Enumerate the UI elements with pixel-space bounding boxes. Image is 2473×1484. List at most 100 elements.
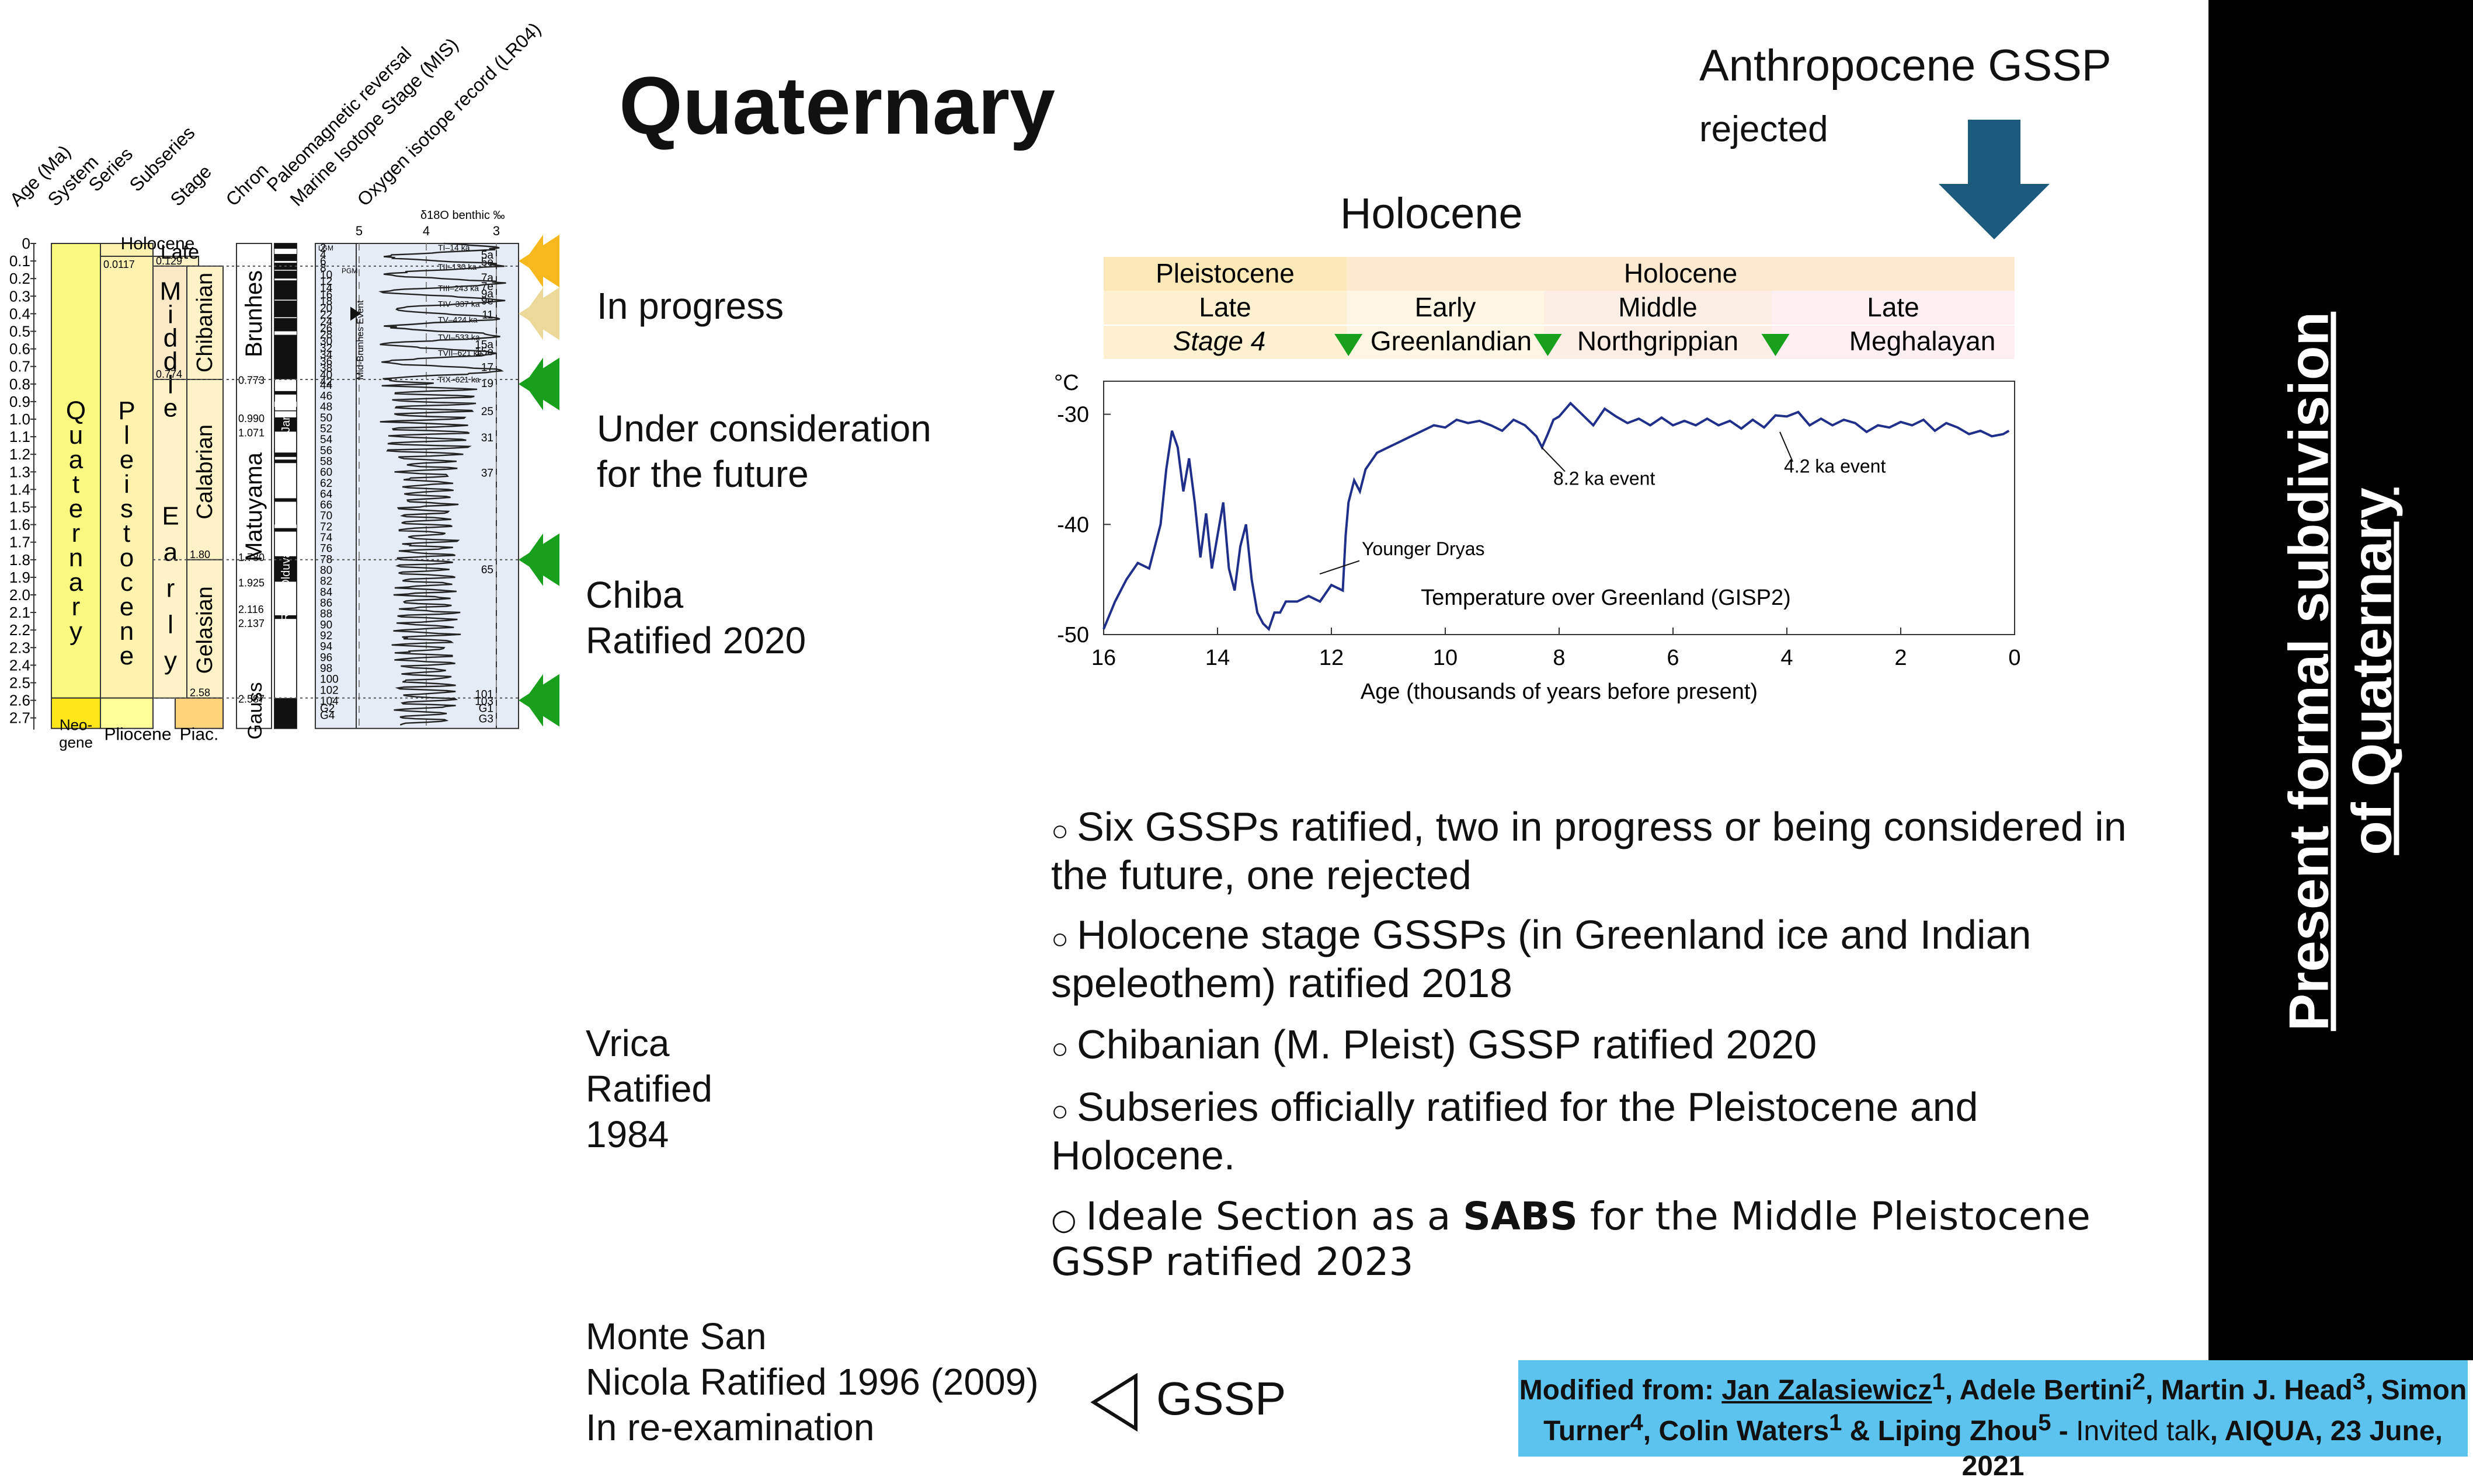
stage-gelasian xyxy=(186,559,224,699)
bullet-item: ○ Holocene stage GSSPs (in Greenland ice… xyxy=(1051,911,2161,1007)
series-letter: c xyxy=(120,568,133,597)
mis-number: 50 xyxy=(320,412,332,424)
mis-number: 18 xyxy=(320,296,332,308)
status-label: Chiba Ratified 2020 xyxy=(586,572,806,663)
chron-label: Gauss xyxy=(244,682,266,740)
reversal-excursion xyxy=(274,249,297,255)
age-tick-label: 0.7 xyxy=(9,358,30,375)
series-letter: s xyxy=(120,494,133,523)
x-tick-label: 16 xyxy=(1091,646,1116,670)
y-axis-label: °C xyxy=(1054,371,1079,395)
mis-number: G4 xyxy=(320,710,335,722)
table-cell xyxy=(1772,291,2015,325)
o18-tick: 3 xyxy=(493,224,500,238)
bullet-item: ○ Six GSSPs ratified, two in progress or… xyxy=(1051,803,2161,899)
status-label-line: Nicola Ratified 1996 (2009) xyxy=(586,1361,1039,1403)
table-cell xyxy=(1347,291,1544,325)
bullet-item: ○ Chibanian (M. Pleist) GSSP ratified 20… xyxy=(1051,1020,2161,1069)
side-title: Present formal subdivision of Quaternary xyxy=(2277,234,2403,1109)
chron-label: Brunhes xyxy=(241,270,267,357)
gssp-legend-label: GSSP xyxy=(1156,1372,1286,1424)
subseries-age: 0.129 xyxy=(156,255,182,267)
mis-number: 103 xyxy=(475,696,493,708)
reversal-normal xyxy=(274,410,297,412)
mis-number: 80 xyxy=(320,565,332,577)
age-tick-label: 2.5 xyxy=(9,674,30,692)
mis-number: G2 xyxy=(320,703,335,715)
reversal-normal xyxy=(274,452,297,457)
mis-number: 40 xyxy=(320,369,332,381)
reversal-normal xyxy=(274,698,297,729)
column-header: Stage xyxy=(166,161,215,210)
age-tick-label: 1.4 xyxy=(9,480,30,498)
subseries-letter: l xyxy=(168,370,173,399)
credit-author6: & Liping Zhou xyxy=(1842,1416,2039,1447)
age-tick-label: 1.7 xyxy=(9,534,30,551)
mis-number: 9a xyxy=(481,288,494,300)
y-tick-label: -50 xyxy=(1057,623,1089,647)
x-tick-label: 8 xyxy=(1553,646,1565,670)
neogene-label: Neo- xyxy=(60,716,92,734)
anthropocene-note: Anthropocene GSSP rejected xyxy=(1699,44,2112,148)
reversal-normal xyxy=(274,528,297,532)
age-tick-label: 1.3 xyxy=(9,463,30,480)
status-label: Monte San Nicola Ratified 1996 (2009) In r… xyxy=(586,1314,1039,1450)
system-letter: n xyxy=(69,544,83,572)
mis-number: 32 xyxy=(320,343,332,355)
annotation-pointer xyxy=(1779,431,1793,462)
reversal-normal xyxy=(274,459,297,464)
reversal-normal xyxy=(274,417,297,432)
stage-label: Gelasian xyxy=(193,586,217,674)
system-letter: r xyxy=(72,519,81,548)
age-tick-label: 1.9 xyxy=(9,569,30,586)
series-letter: e xyxy=(120,593,134,621)
mis-number: 25 xyxy=(481,406,493,418)
chron-label: Matuyama xyxy=(241,452,267,561)
mis-number: 78 xyxy=(320,553,332,566)
series-letter: e xyxy=(120,445,134,474)
credit-author3: , Martin J. Head xyxy=(2145,1375,2353,1406)
subchron-label: Olduvai xyxy=(280,549,293,588)
stage-piacenzian xyxy=(175,697,224,729)
table-cell xyxy=(1104,291,1347,325)
age-tick-label: 1.1 xyxy=(9,428,30,445)
piac-label: Piac. xyxy=(180,725,219,744)
mis-number: 24 xyxy=(320,316,333,328)
bullet-circle-icon: ○ xyxy=(1051,1095,1077,1127)
status-arrow-icon xyxy=(519,357,559,410)
subseries-letter: l xyxy=(168,611,173,639)
status-arrow-icon xyxy=(519,533,559,586)
bullet-text: Chibanian (M. Pleist) GSSP ratified 2020 xyxy=(1077,1022,1817,1067)
holocene-title: Holocene xyxy=(1340,189,1523,238)
mis-number: 60 xyxy=(320,466,332,479)
series-letter: i xyxy=(124,470,130,499)
credit-author4: , Simon Turner xyxy=(1543,1375,2467,1447)
age-tick-label: 1.6 xyxy=(9,516,30,534)
system-neogene xyxy=(51,697,101,729)
status-arrow-icon xyxy=(519,235,559,288)
mis-number: 92 xyxy=(320,630,332,642)
temperature-series xyxy=(1102,401,2010,632)
mis-number: 72 xyxy=(320,521,332,533)
mis-number: 46 xyxy=(320,390,332,402)
subchron-label: R xyxy=(280,612,293,621)
bullet-circle-icon: ○ xyxy=(1051,1032,1077,1065)
credit-box: Modified from: Jan Zalasiewicz1, Adele B… xyxy=(1518,1360,2468,1482)
side-title-line2: of Quaternary xyxy=(2340,487,2403,855)
subseries-letter: r xyxy=(166,574,175,603)
reversal-normal xyxy=(274,391,297,395)
chron-age: 0.773 xyxy=(238,375,265,386)
mid-brunhes-label: Mid-Brunhes Event xyxy=(356,300,366,380)
gssp-triangle-icon xyxy=(1090,1373,1138,1431)
chron-column xyxy=(236,243,272,729)
mis-number: 31 xyxy=(481,432,493,444)
status-arrow-icon xyxy=(519,287,559,340)
o18-tick: 4 xyxy=(423,224,430,238)
subseries-letter: M xyxy=(160,277,182,305)
credit-author2: , Adele Bertini xyxy=(1945,1375,2133,1406)
system-letter: e xyxy=(69,494,83,523)
x-tick-label: 10 xyxy=(1433,646,1458,670)
reversal-excursion xyxy=(274,278,297,281)
side-title-bar: Present formal subdivision of Quaternary xyxy=(2208,0,2473,1360)
